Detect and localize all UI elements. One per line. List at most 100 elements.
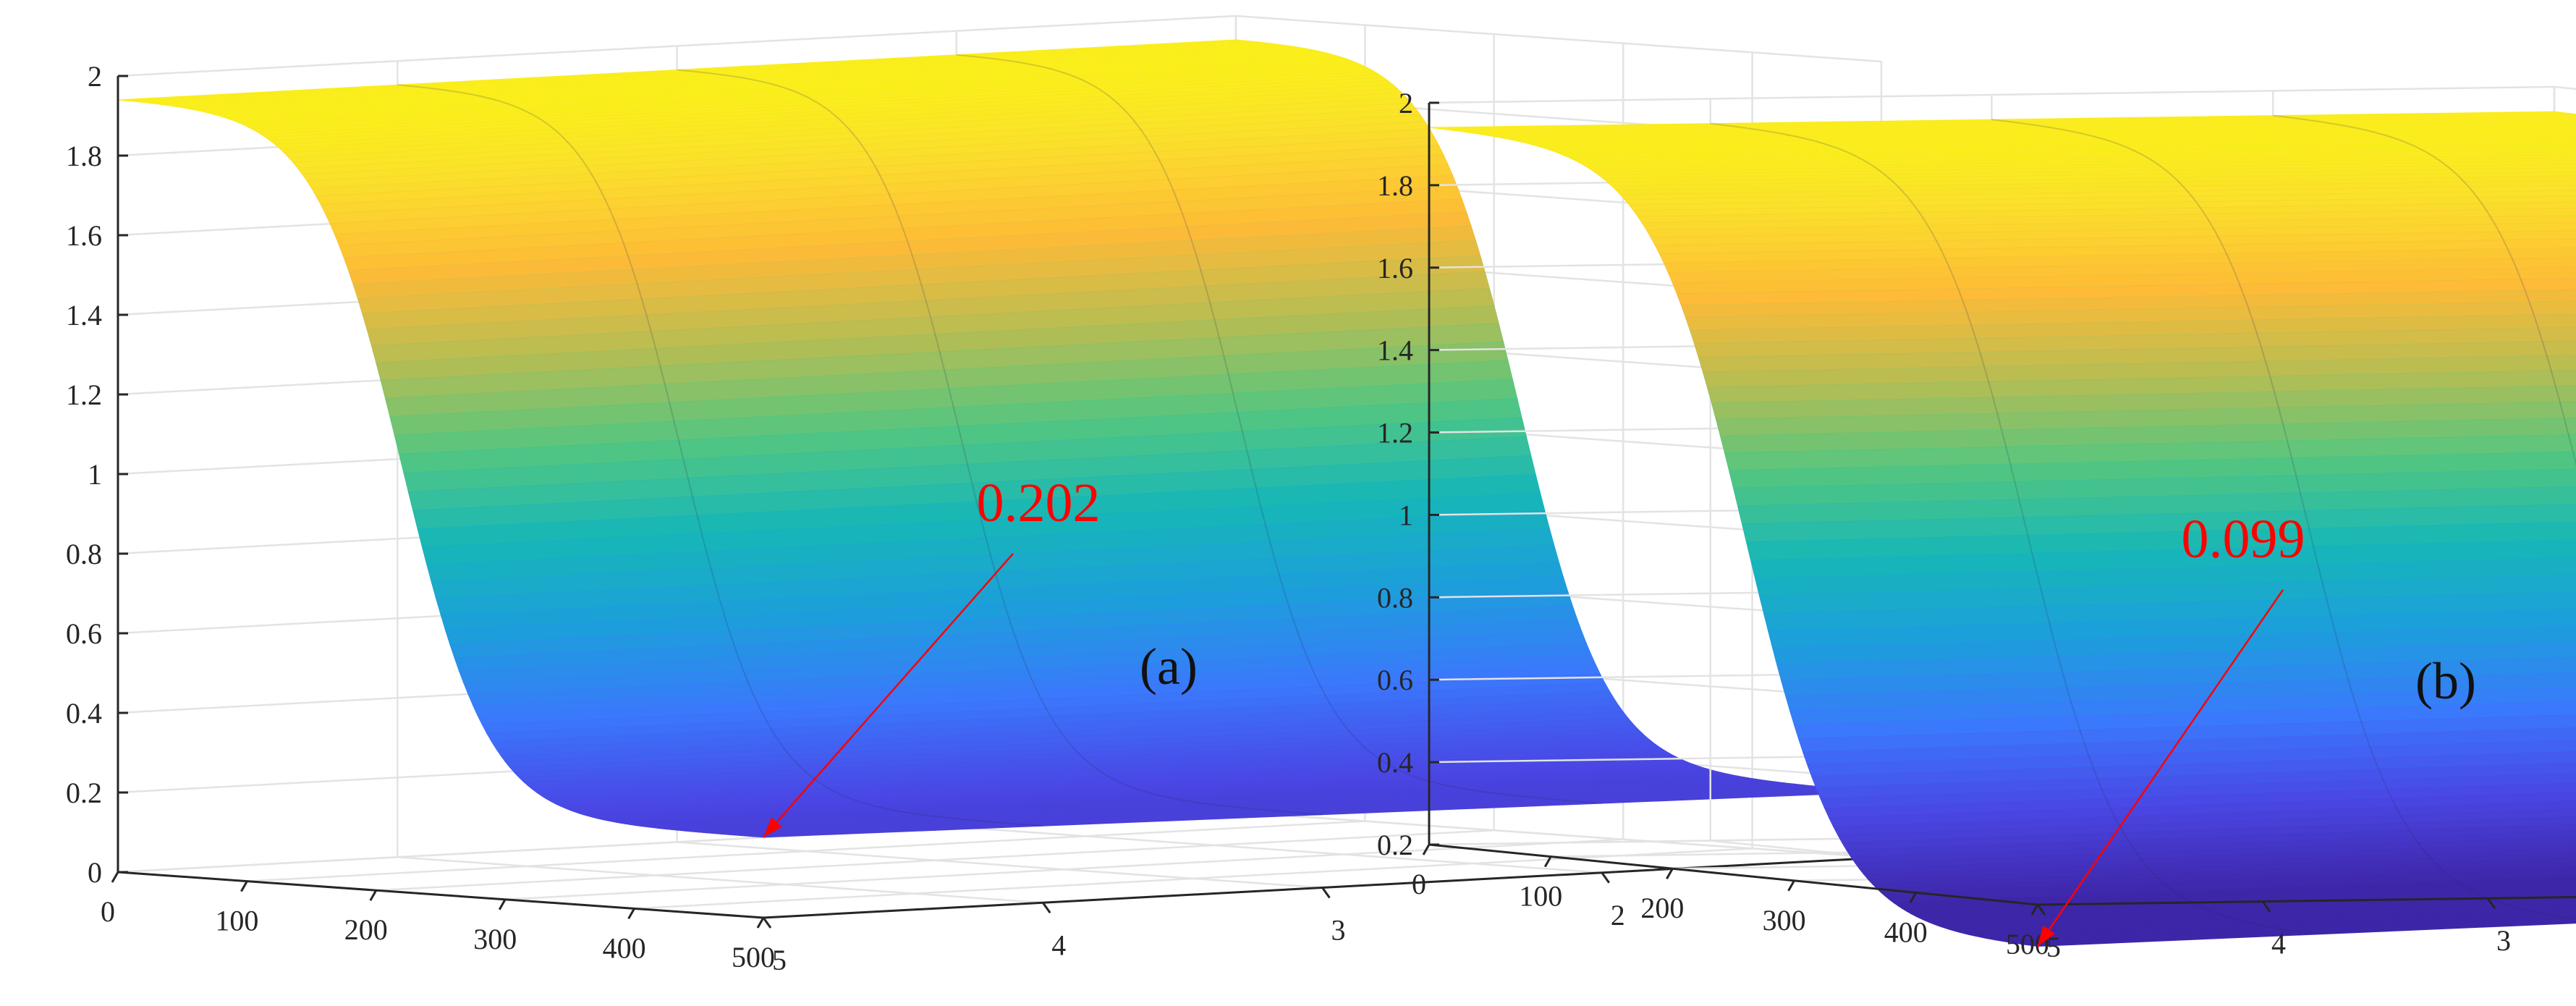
- x-tick-mark: [1909, 892, 1918, 904]
- surface-strip: [1806, 739, 2576, 777]
- surface-strip: [1784, 672, 2576, 711]
- surface-strip: [1745, 521, 2576, 561]
- surface-strip: [1933, 897, 2576, 926]
- x-tick-label: 300: [1763, 904, 1806, 937]
- surface-strip: [1793, 701, 2576, 740]
- surface-strip: [1771, 625, 2576, 665]
- surface-strip: [1624, 185, 2576, 206]
- surface-strip: [1568, 142, 2576, 160]
- surface-strip: [1867, 853, 2576, 885]
- surface-strip: [1841, 816, 2576, 850]
- y-tick-label: 3: [1331, 914, 1346, 947]
- y-tick-mark: [2036, 904, 2046, 916]
- surface-strip: [1871, 857, 2576, 889]
- annotation-arrow-head: [763, 817, 783, 837]
- x-tick-label: 300: [473, 923, 517, 955]
- surface-strip: [1946, 902, 2576, 931]
- z-tick-label: 0: [88, 856, 102, 889]
- surface-strip: [1615, 175, 2576, 195]
- surface-strip: [1836, 808, 2576, 843]
- surface-strip: [1828, 792, 2576, 827]
- surface-mesh-line: [397, 84, 1043, 827]
- z-tick-label: 1.6: [1377, 252, 1413, 284]
- surface-mesh-line: [677, 69, 1323, 816]
- x-axis-line: [1428, 843, 2038, 906]
- x-tick-label: 0: [1412, 868, 1426, 900]
- surface-strip: [1737, 486, 2576, 525]
- z-tick-label: 1.6: [66, 219, 102, 252]
- surface-strip: [1715, 401, 2576, 436]
- surface-strip: [1797, 714, 2576, 753]
- surface-strip: [1654, 229, 2576, 255]
- surface-strip: [1584, 151, 2576, 169]
- z-tick-label: 1.4: [66, 299, 102, 331]
- surface-strip: [1750, 539, 2576, 579]
- x-tick-mark: [1666, 868, 1674, 879]
- surface-strip: [1702, 355, 2576, 388]
- annotation-label: 0.099: [2182, 509, 2305, 570]
- surface-strip: [1741, 504, 2576, 543]
- surface-strip: [1893, 876, 2576, 907]
- surface-mesh-line: [956, 54, 1602, 804]
- surface-strip: [1941, 900, 2576, 929]
- surface-strip: [1676, 277, 2576, 306]
- annotation-arrow-head: [2038, 925, 2056, 947]
- z-tick-label: 0.2: [1377, 829, 1413, 861]
- x-tick-mark: [627, 908, 635, 920]
- z-tick-label: 2: [88, 60, 102, 93]
- x-tick-label: 400: [1884, 916, 1928, 948]
- surface-strip: [1580, 148, 2576, 167]
- grid-line: [956, 826, 1602, 874]
- surface-mesh-line: [1710, 122, 2319, 935]
- z-tick-label: 0.8: [1377, 581, 1413, 614]
- surface-mesh-line: [2273, 114, 2576, 468]
- surface-strip: [1698, 340, 2576, 373]
- panel-label: (a): [1140, 638, 1198, 696]
- surface-strip: [1767, 608, 2576, 648]
- surface-strip: [1711, 385, 2576, 420]
- x-tick-label: 200: [344, 913, 388, 946]
- surface-strip: [1959, 906, 2576, 934]
- annotation-arrow-line: [763, 553, 1014, 838]
- y-tick-mark: [1321, 887, 1331, 899]
- z-tick-label: 0.8: [66, 538, 102, 570]
- z-tick-label: 0.4: [66, 697, 102, 730]
- grid-line: [1235, 811, 1882, 859]
- y-tick-mark: [1601, 871, 1610, 884]
- surface-strip: [1815, 762, 2576, 799]
- surface-strip: [1667, 257, 2576, 284]
- surface-strip: [1555, 137, 2576, 154]
- panel-label: (b): [2415, 652, 2476, 710]
- x-tick-mark: [111, 871, 119, 883]
- surface-strip: [1719, 417, 2576, 454]
- surface-strip: [1732, 468, 2576, 507]
- x-tick-label: 400: [603, 931, 646, 964]
- y-tick-mark: [2486, 897, 2496, 910]
- surface-strip: [1658, 238, 2576, 263]
- surface-strip: [1854, 836, 2576, 869]
- surface-strip: [1728, 451, 2576, 489]
- annotation-label: 0.202: [977, 473, 1101, 533]
- x-tick-mark: [240, 880, 248, 892]
- surface-strip: [1546, 133, 2576, 151]
- surface-strip: [1611, 171, 2576, 191]
- surface-strip: [1680, 289, 2576, 318]
- surface-strip: [1575, 146, 2576, 164]
- surface-strip: [1928, 895, 2576, 925]
- surface-strip: [1884, 869, 2576, 900]
- surface-strip: [1950, 903, 2576, 931]
- z-tick-label: 1: [1399, 499, 1413, 531]
- y-axis-line: [2037, 895, 2576, 906]
- x-tick-mark: [1787, 880, 1795, 892]
- surface-strip: [2033, 922, 2576, 947]
- surface-strip: [1593, 157, 2576, 176]
- surface-strip: [1724, 434, 2576, 471]
- surface-strip: [1967, 908, 2576, 936]
- z-tick-label: 1: [88, 458, 102, 491]
- surface-strip: [1689, 313, 2576, 345]
- y-tick-mark: [2261, 900, 2271, 913]
- surface-strip: [1858, 842, 2576, 875]
- z-tick-label: 0.6: [1377, 664, 1413, 696]
- surface-strip: [1980, 912, 2576, 939]
